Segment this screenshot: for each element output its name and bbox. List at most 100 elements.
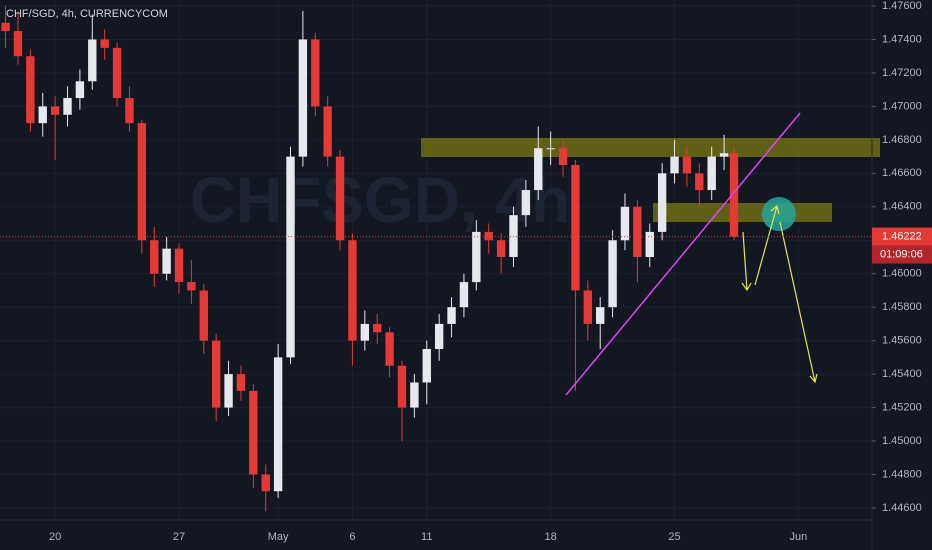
candle-body <box>534 148 543 191</box>
countdown-box <box>872 245 932 264</box>
y-tick-label: 1.47200 <box>882 67 922 79</box>
arrow-line <box>779 221 816 383</box>
candle-body <box>249 390 258 475</box>
candle-body <box>323 106 332 157</box>
x-tick-label: 11 <box>421 531 432 543</box>
candle-body <box>88 39 97 82</box>
watermark: CHFSGD, 4h <box>190 164 570 236</box>
candle-body <box>422 349 431 383</box>
y-tick-label: 1.46600 <box>882 167 922 179</box>
candle-body <box>633 206 642 257</box>
y-tick-label: 1.45200 <box>882 401 922 413</box>
candle-body <box>434 323 444 350</box>
candle-body <box>729 153 739 237</box>
candle-body <box>645 231 654 257</box>
candle-body <box>187 282 196 291</box>
candle-body <box>472 231 481 283</box>
candle-body <box>620 206 630 241</box>
candle-body <box>211 340 221 408</box>
y-tick-label: 1.45800 <box>882 301 922 313</box>
candle-body <box>38 106 47 124</box>
projection-arrows <box>741 204 818 384</box>
candle-body <box>657 173 667 232</box>
candles <box>1 6 739 512</box>
arrow-line <box>742 231 748 291</box>
candle-body <box>236 374 246 391</box>
price-label-box <box>872 227 932 246</box>
candle-body <box>558 148 568 165</box>
countdown: 01:09:06 <box>880 248 923 260</box>
candle-body <box>546 148 555 150</box>
candle-body <box>50 106 60 115</box>
y-tick-label: 1.46800 <box>882 134 922 146</box>
candle-body <box>162 248 171 274</box>
candle-body <box>224 374 233 408</box>
candle-body <box>695 173 704 191</box>
x-tick-label: 6 <box>349 531 355 543</box>
candle-body <box>583 290 593 324</box>
candle-body <box>150 240 159 274</box>
candle-body <box>596 307 605 324</box>
candle-body <box>719 153 729 157</box>
candle-body <box>682 156 692 174</box>
candle-body <box>199 290 208 341</box>
candle-body <box>397 365 407 408</box>
candle-body <box>707 156 716 191</box>
candle-body <box>459 282 469 308</box>
candle-body <box>521 190 531 216</box>
candle-body <box>348 240 357 341</box>
x-tick-label: 18 <box>545 531 557 543</box>
candle-body <box>63 98 72 115</box>
candle-body <box>137 123 147 241</box>
y-tick-label: 1.47400 <box>882 33 922 45</box>
candle-body <box>75 81 85 99</box>
x-tick-label: 27 <box>173 531 185 543</box>
support-zone <box>653 203 832 222</box>
candle-body <box>1 22 10 32</box>
candle-body <box>571 164 580 291</box>
arrow-head <box>770 204 780 215</box>
candle-body <box>410 382 419 408</box>
arrow-head <box>741 282 752 292</box>
x-tick-label: May <box>268 531 289 543</box>
candle-body <box>261 474 270 492</box>
candle-body <box>174 248 184 283</box>
y-tick-label: 1.47000 <box>882 100 922 112</box>
candle-body <box>385 332 394 366</box>
candle-body <box>13 31 23 57</box>
y-tick-label: 1.44600 <box>882 502 922 514</box>
candle-body <box>112 47 122 99</box>
arrow-line <box>754 205 778 286</box>
candle-body <box>311 39 320 107</box>
candle-body <box>360 323 370 341</box>
candle-body <box>100 39 109 48</box>
trend-line <box>565 112 801 396</box>
y-tick-label: 1.45000 <box>882 435 922 447</box>
resistance-zone <box>421 138 880 157</box>
candle-body <box>373 323 382 333</box>
x-tick-label: 25 <box>668 531 680 543</box>
candle-body <box>447 307 456 324</box>
chart-title: CHF/SGD, 4h, CURRENCYCOM <box>6 8 168 20</box>
candle-body <box>608 240 617 308</box>
candle-body <box>509 215 518 257</box>
y-tick-label: 1.46000 <box>882 268 922 280</box>
y-tick-label: 1.45600 <box>882 335 922 347</box>
current-price-label: 1.46222 <box>882 230 922 242</box>
y-tick-label: 1.47600 <box>882 0 922 12</box>
y-tick-label: 1.46400 <box>882 201 922 213</box>
candle-body <box>273 357 283 492</box>
x-tick-label: 20 <box>49 531 61 543</box>
candle-body <box>670 156 679 174</box>
candle-body <box>496 240 506 257</box>
x-tick-label: Jun <box>790 531 808 543</box>
candle-body <box>26 56 35 124</box>
candle-body <box>286 156 295 358</box>
candle-body <box>335 156 345 241</box>
arrow-head <box>809 373 818 384</box>
candle-body <box>125 98 134 124</box>
